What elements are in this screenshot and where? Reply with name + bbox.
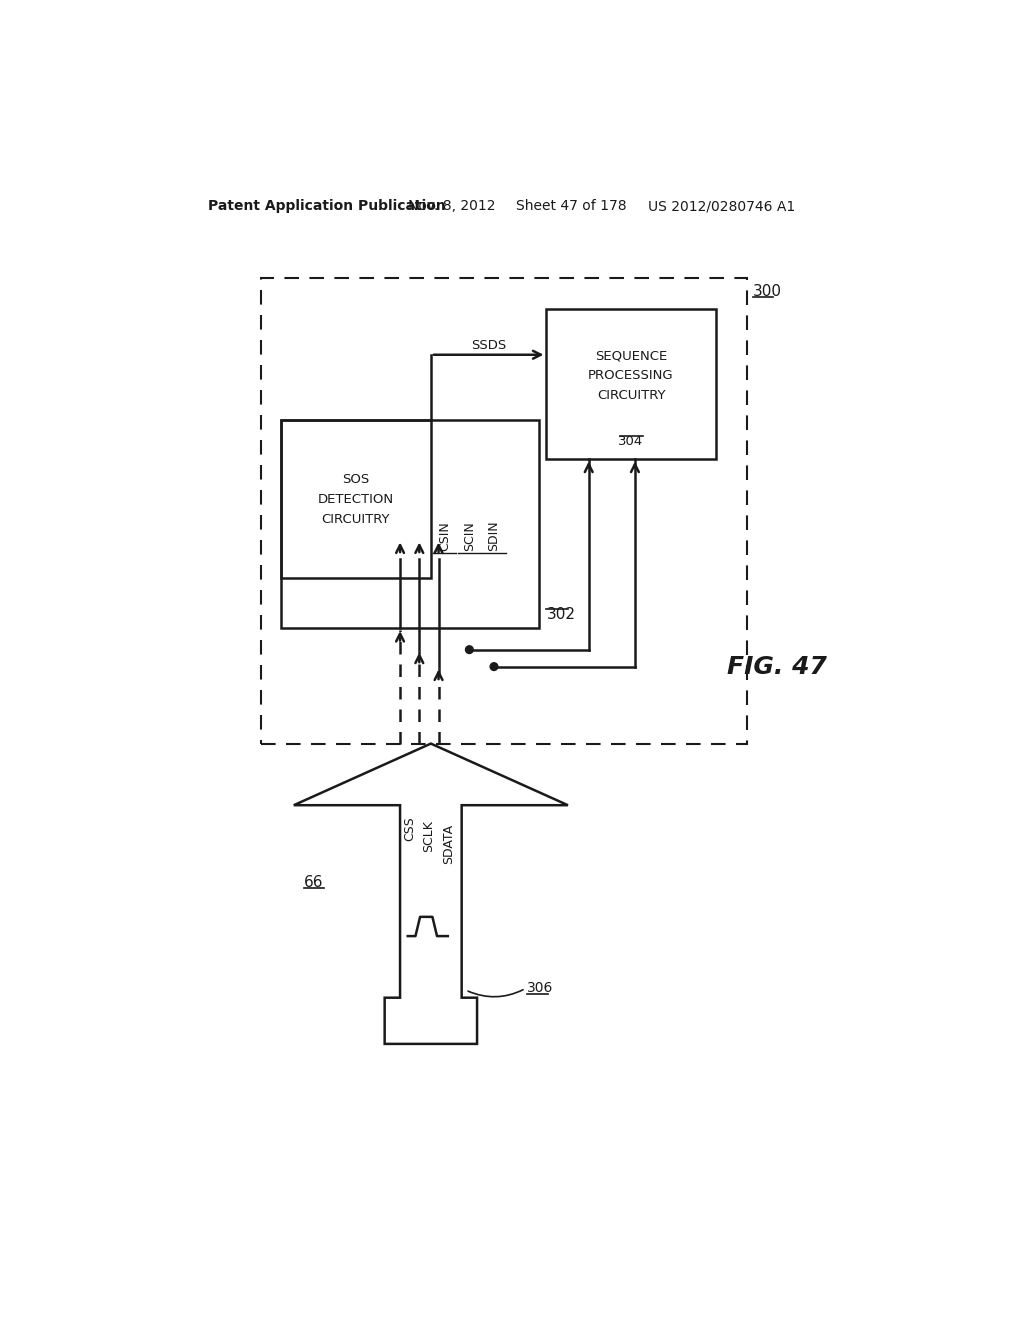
Polygon shape <box>294 743 568 1044</box>
Text: SDATA: SDATA <box>441 824 455 863</box>
Text: CSS: CSS <box>403 816 416 841</box>
Text: SCIN: SCIN <box>463 521 476 550</box>
Bar <box>281 420 431 578</box>
Circle shape <box>490 663 498 671</box>
Text: SDIN: SDIN <box>487 520 501 550</box>
Text: 302: 302 <box>547 607 575 622</box>
Text: SEQUENCE
PROCESSING
CIRCUITRY: SEQUENCE PROCESSING CIRCUITRY <box>588 350 674 403</box>
Bar <box>547 309 716 459</box>
Circle shape <box>466 645 473 653</box>
Text: 66: 66 <box>304 875 324 890</box>
Text: Patent Application Publication: Patent Application Publication <box>208 199 445 213</box>
Bar <box>281 420 539 628</box>
Text: SOS
DETECTION
CIRCUITRY: SOS DETECTION CIRCUITRY <box>317 473 394 525</box>
Text: CSIN: CSIN <box>438 521 452 550</box>
Text: 306: 306 <box>527 982 554 995</box>
Text: US 2012/0280746 A1: US 2012/0280746 A1 <box>648 199 796 213</box>
Text: 304: 304 <box>618 436 644 449</box>
Text: FIG. 47: FIG. 47 <box>727 655 827 678</box>
Text: Nov. 8, 2012: Nov. 8, 2012 <box>408 199 496 213</box>
Text: SSDS: SSDS <box>471 339 506 352</box>
Text: 300: 300 <box>753 284 781 300</box>
Text: Sheet 47 of 178: Sheet 47 of 178 <box>515 199 627 213</box>
Text: SCLK: SCLK <box>422 820 435 851</box>
Bar <box>261 277 746 743</box>
